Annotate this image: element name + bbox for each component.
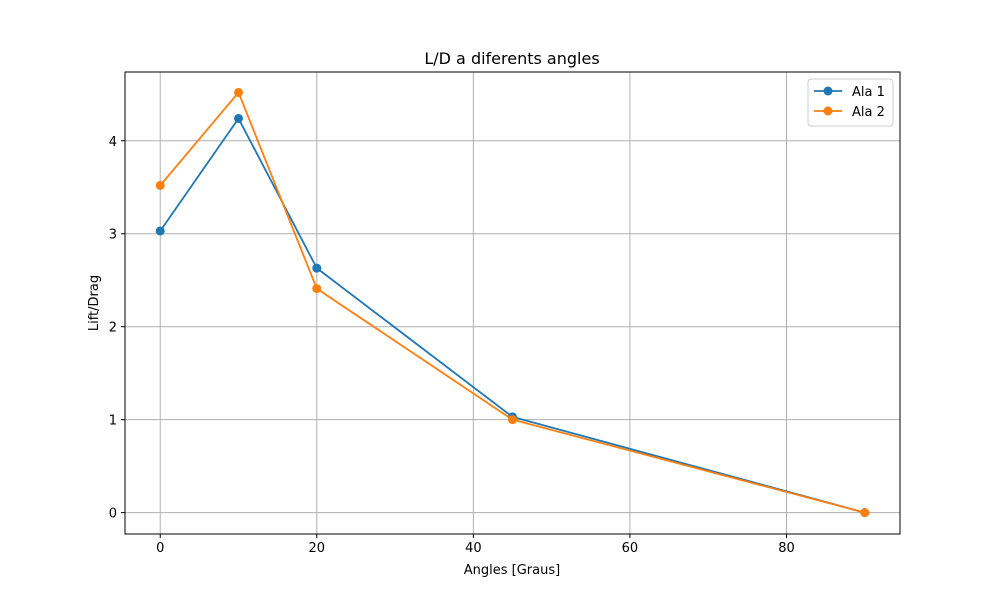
data-point <box>234 87 244 97</box>
data-point <box>312 284 322 294</box>
y-tick-label: 4 <box>109 135 117 150</box>
y-tick-label: 2 <box>109 321 117 336</box>
legend: Ala 1 Ala 2 <box>807 78 894 127</box>
series-layer <box>155 87 870 518</box>
legend-label: Ala 2 <box>852 105 885 120</box>
data-point <box>508 415 517 425</box>
y-tick-label: 3 <box>109 228 117 243</box>
data-point <box>155 226 165 236</box>
axis-ticks: 0 20 40 60 80 0 1 2 3 4 <box>109 135 795 556</box>
y-axis-label: Lift/Drag <box>87 275 102 331</box>
y-tick-label: 0 <box>109 507 117 522</box>
data-point <box>312 263 322 273</box>
grid <box>125 72 900 534</box>
chart-title: L/D a diferents angles <box>424 49 599 68</box>
x-tick-label: 20 <box>309 541 326 556</box>
series-1 <box>155 113 870 518</box>
legend-label: Ala 1 <box>852 85 885 100</box>
x-axis-label: Angles [Graus] <box>464 563 560 578</box>
series-line <box>159 91 865 514</box>
series-2 <box>155 87 870 518</box>
y-tick-label: 1 <box>109 414 117 429</box>
x-tick-label: 80 <box>778 541 795 556</box>
x-tick-label: 40 <box>465 541 482 556</box>
legend-marker <box>823 86 833 96</box>
series-line <box>159 117 866 514</box>
legend-item: Ala 2 <box>814 105 885 120</box>
legend-item: Ala 1 <box>814 85 885 100</box>
x-tick-label: 0 <box>156 541 164 556</box>
plot-frame <box>124 71 901 535</box>
data-point <box>234 113 244 123</box>
legend-marker <box>823 106 833 116</box>
x-tick-label: 60 <box>622 541 639 556</box>
data-point <box>860 508 870 518</box>
data-point <box>155 180 165 190</box>
